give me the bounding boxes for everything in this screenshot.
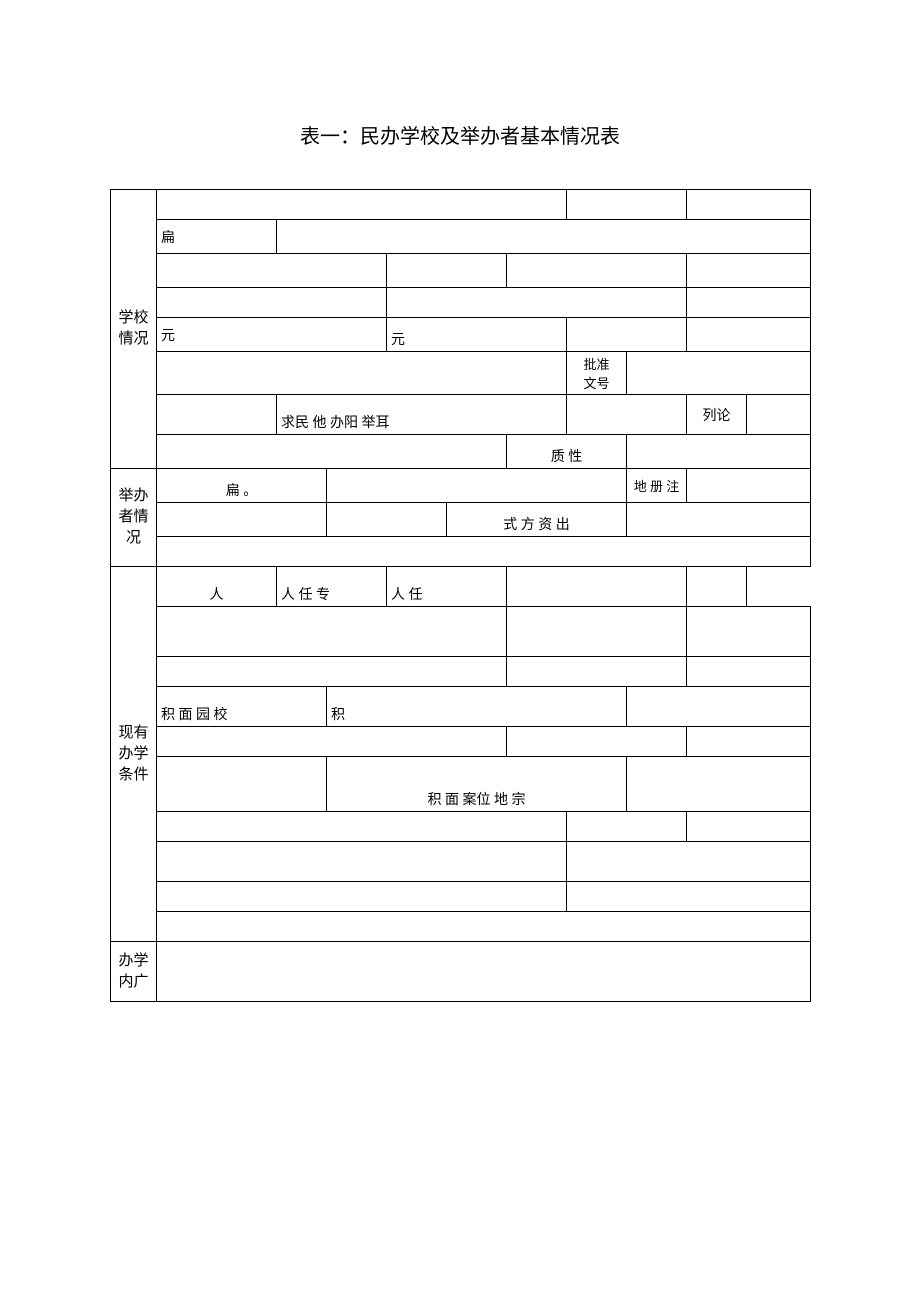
cell-r16c2	[507, 727, 687, 757]
cell-r17c1	[157, 757, 327, 812]
cell-r18c2	[567, 812, 687, 842]
cell-r5c2: 元	[387, 318, 567, 352]
cell-r15c1: 积 面 园 校	[157, 687, 327, 727]
cell-r22c1	[157, 942, 811, 1002]
cell-r3c3	[507, 254, 687, 288]
cell-r14c1	[157, 657, 507, 687]
cell-r10c2	[327, 503, 447, 537]
cell-r10c3: 式 方 资 出	[447, 503, 627, 537]
cell-r12c2: 人 任 专	[277, 567, 387, 607]
cell-r7c4: 列论	[687, 395, 747, 435]
cell-r6c3	[627, 352, 811, 395]
form-table: 学校情况 扁 元 元 批准文号 求民 他 办阳 举耳 列论 质 性 举办者情况 …	[110, 189, 811, 1002]
cell-r10c4	[627, 503, 811, 537]
cell-r11c1	[157, 537, 811, 567]
cell-r9c1: 扁 。	[157, 469, 327, 503]
cell-r1c1	[157, 190, 567, 220]
cell-r17c2: 积 面 案位 地 宗	[327, 757, 627, 812]
cell-r4c3	[687, 288, 811, 318]
cell-r19c2	[567, 842, 811, 882]
cell-r6c1	[157, 352, 567, 395]
cell-r7c5	[747, 395, 811, 435]
sidebar-organizer: 举办者情况	[111, 469, 157, 567]
cell-r12c5	[687, 567, 747, 607]
cell-r4c1	[157, 288, 387, 318]
sidebar-school: 学校情况	[111, 190, 157, 469]
cell-r16c3	[687, 727, 811, 757]
cell-r14c3	[687, 657, 811, 687]
cell-r4c2	[387, 288, 687, 318]
cell-r8c2: 质 性	[507, 435, 627, 469]
cell-r8c1	[157, 435, 507, 469]
cell-r1c2	[567, 190, 687, 220]
sidebar-conditions: 现有办学条件	[111, 567, 157, 942]
cell-r20c1	[157, 882, 567, 912]
cell-r5c4	[687, 318, 811, 352]
cell-r9c4	[687, 469, 811, 503]
cell-r2c2	[277, 220, 811, 254]
cell-r21c1	[157, 912, 811, 942]
cell-r10c1	[157, 503, 327, 537]
cell-r7c2: 求民 他 办阳 举耳	[277, 395, 567, 435]
cell-r8c3	[627, 435, 811, 469]
cell-r13c3	[687, 607, 811, 657]
cell-r5c3	[567, 318, 687, 352]
cell-r14c2	[507, 657, 687, 687]
cell-r13c2	[507, 607, 687, 657]
cell-r19c1	[157, 842, 567, 882]
cell-r7c1	[157, 395, 277, 435]
cell-r2c1: 扁	[157, 220, 277, 254]
cell-r5c1: 元	[157, 318, 387, 352]
sidebar-content: 办学内广	[111, 942, 157, 1002]
cell-r15c3	[627, 687, 811, 727]
cell-r3c2	[387, 254, 507, 288]
page-title: 表一：民办学校及举办者基本情况表	[0, 120, 920, 149]
cell-r17c3	[627, 757, 811, 812]
cell-r12c3: 人 任	[387, 567, 507, 607]
cell-r3c4	[687, 254, 811, 288]
cell-r18c3	[687, 812, 811, 842]
cell-r3c1	[157, 254, 387, 288]
cell-r20c2	[567, 882, 811, 912]
cell-r7c3	[567, 395, 687, 435]
cell-r15c2: 积	[327, 687, 627, 727]
cell-r13c1	[157, 607, 507, 657]
cell-r16c1	[157, 727, 507, 757]
cell-r12c1: 人	[157, 567, 277, 607]
cell-r1c3	[687, 190, 811, 220]
cell-r12c4	[507, 567, 687, 607]
cell-r9c3: 地 册 注	[627, 469, 687, 503]
form-table-container: 学校情况 扁 元 元 批准文号 求民 他 办阳 举耳 列论 质 性 举办者情况 …	[110, 189, 810, 1002]
cell-r9c2	[327, 469, 627, 503]
cell-r6c2: 批准文号	[567, 352, 627, 395]
cell-r18c1	[157, 812, 567, 842]
